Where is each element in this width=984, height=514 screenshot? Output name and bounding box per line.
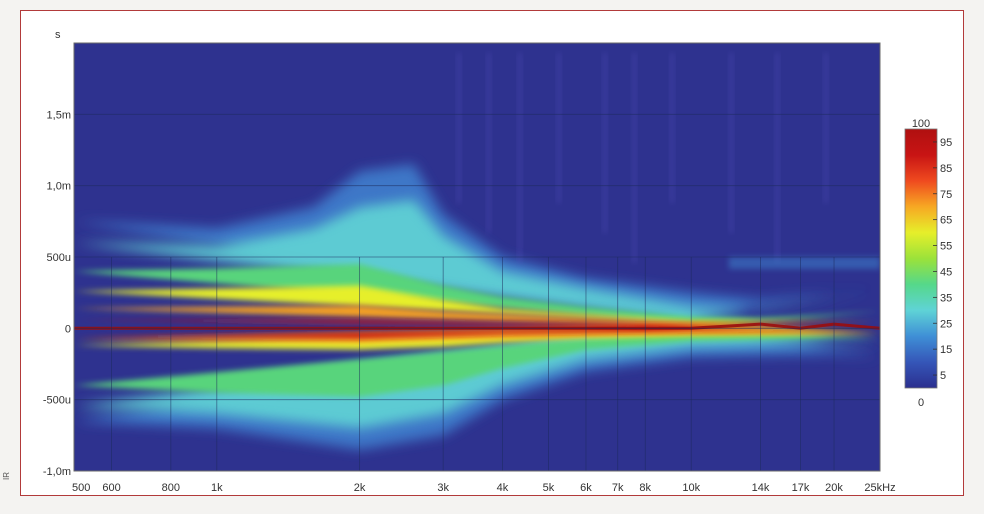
decay-streak xyxy=(774,53,780,263)
colorbar-scale xyxy=(904,128,938,389)
colorbar-tick-label: 75 xyxy=(940,189,952,201)
y-unit-label: s xyxy=(55,29,61,41)
colorbar-tick-label: 65 xyxy=(940,215,952,227)
y-tick-label: 1,5m xyxy=(47,109,71,121)
colorbar-tick-label: 95 xyxy=(940,137,952,149)
x-tick-label: 17k xyxy=(792,482,810,494)
y-tick-label: -500u xyxy=(43,395,71,407)
x-tick-label: 7k xyxy=(612,482,624,494)
colorbar-tick-label: 5 xyxy=(940,370,946,382)
hf-reflection-band xyxy=(728,257,880,269)
decay-streak xyxy=(669,53,675,203)
chart-frame: 500 600 800 1k 2k 3k 4k 5k 6k 7k 8k 10k 14k 17k 20k 25k… xyxy=(20,10,964,496)
x-tick-label: 500 xyxy=(72,482,90,494)
grid-lines xyxy=(73,42,881,472)
edge-mark: IR xyxy=(2,472,11,480)
colorbar-bottom-label: 0 xyxy=(918,397,924,409)
x-tick-label: 10k xyxy=(682,482,700,494)
y-tick-label: -1,0m xyxy=(43,466,71,478)
colorbar-top-label: 100 xyxy=(912,118,930,130)
decay-streak xyxy=(728,53,734,233)
decay-streak xyxy=(631,53,637,263)
decay-streak xyxy=(602,53,608,233)
y-tick-label: 1,0m xyxy=(47,181,71,193)
x-tick-label: 4k xyxy=(497,482,509,494)
y-axis-ticks: 1,5m 1,0m 500u 0 -500u -1,0m xyxy=(43,109,71,478)
x-tick-label: 3k xyxy=(437,482,449,494)
colorbar-tick-label: 85 xyxy=(940,163,952,175)
x-axis-ticks: 500 600 800 1k 2k 3k 4k 5k 6k 7k 8k 10k 14k 17k 20k 25k… xyxy=(72,482,896,494)
x-tick-label: 20k xyxy=(825,482,843,494)
x-tick-label: 1k xyxy=(211,482,223,494)
decay-streak xyxy=(823,53,829,203)
colorbar: 100 0 95 85 75 65 55 45 35 25 15 5 xyxy=(904,118,952,409)
decay-streak xyxy=(456,53,462,203)
x-tick-label: 8k xyxy=(639,482,651,494)
x-tick-label: 2k xyxy=(354,482,366,494)
y-tick-label: 0 xyxy=(65,323,71,335)
x-tick-label: 600 xyxy=(102,482,120,494)
spectrogram-chart: 500 600 800 1k 2k 3k 4k 5k 6k 7k 8k 10k 14k 17k 20k 25k… xyxy=(43,29,952,494)
colorbar-tick-label: 55 xyxy=(940,241,952,253)
band-red-core xyxy=(74,319,880,339)
colorbar-tick-label: 25 xyxy=(940,318,952,330)
colorbar-tick-label: 35 xyxy=(940,292,952,304)
decay-streak xyxy=(486,53,492,233)
band-orange xyxy=(74,305,880,343)
decay-streak xyxy=(556,53,562,203)
x-tick-label: 6k xyxy=(580,482,592,494)
y-tick-label: 500u xyxy=(47,252,71,264)
x-tick-label: 25kHz xyxy=(864,482,895,494)
x-tick-label: 800 xyxy=(162,482,180,494)
colorbar-tick-label: 15 xyxy=(940,344,952,356)
decay-streak xyxy=(517,53,523,263)
x-tick-label: 14k xyxy=(752,482,770,494)
plot-border xyxy=(73,42,881,472)
colorbar-tick-label: 45 xyxy=(940,266,952,278)
x-tick-label: 5k xyxy=(543,482,555,494)
